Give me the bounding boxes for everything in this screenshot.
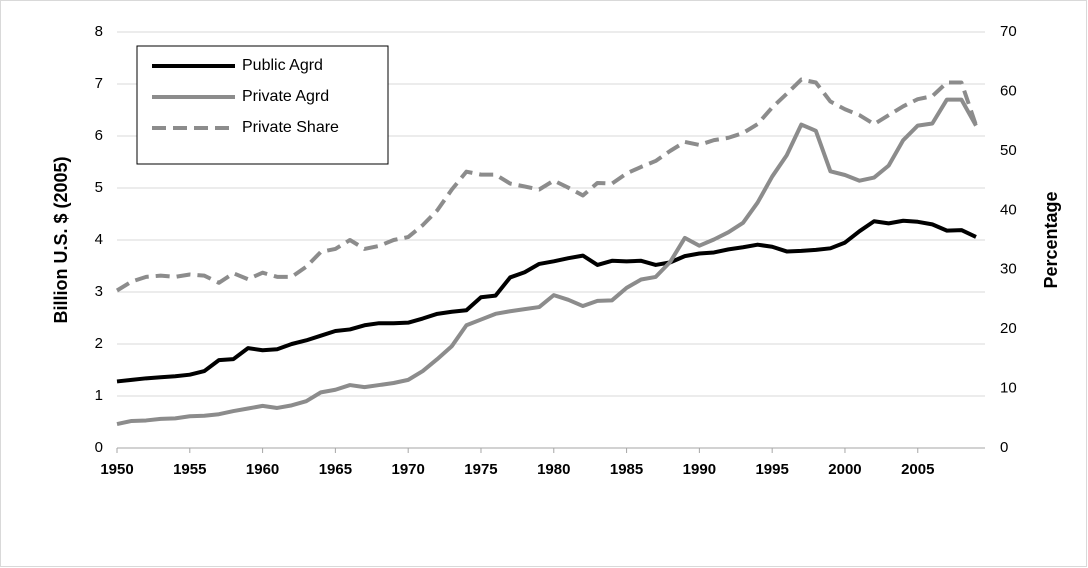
x-tick-label: 2005 [901, 461, 934, 478]
x-tick-label: 1980 [537, 461, 570, 478]
x-tick-label: 2000 [828, 461, 861, 478]
series-line [116, 218, 977, 384]
y-tick-label: 3 [95, 283, 103, 300]
series-line [115, 77, 978, 293]
x-tick-label: 1955 [173, 461, 206, 478]
y-tick-label: 6 [95, 127, 103, 144]
y-tick-label: 0 [95, 439, 103, 456]
x-tick-label: 1995 [755, 461, 788, 478]
y-tick-label: 2 [95, 335, 103, 352]
legend-label: Public Agrd [242, 57, 323, 74]
y2-tick-label: 20 [1000, 320, 1017, 337]
y2-tick-label: 60 [1000, 82, 1017, 99]
y2-tick-label: 50 [1000, 142, 1017, 159]
x-tick-label: 1950 [100, 461, 133, 478]
y-tick-label: 5 [95, 179, 103, 196]
y2-tick-label: 30 [1000, 261, 1017, 278]
y2-tick-label: 70 [1000, 23, 1017, 40]
series-line [116, 97, 978, 427]
y-tick-label: 8 [95, 23, 103, 40]
x-tick-label: 1985 [610, 461, 643, 478]
legend: Public Agrd Private Agrd Private Share [136, 45, 389, 165]
x-tick-label: 1965 [319, 461, 352, 478]
y2-tick-label: 0 [1000, 439, 1008, 456]
x-tick-label: 1990 [683, 461, 716, 478]
x-tick-label: 1970 [391, 461, 424, 478]
y-tick-label: 1 [95, 387, 103, 404]
y-tick-label: 7 [95, 75, 103, 92]
y-axis-title: Billion U.S. $ (2005) [51, 156, 71, 323]
y-tick-label: 4 [95, 231, 103, 248]
y2-axis-title: Percentage [1041, 191, 1061, 288]
legend-label: Private Agrd [242, 88, 329, 105]
x-tick-label: 1975 [464, 461, 497, 478]
x-tick-label: 1960 [246, 461, 279, 478]
y2-tick-label: 40 [1000, 201, 1017, 218]
y2-tick-label: 10 [1000, 380, 1017, 397]
legend-label: Private Share [242, 119, 339, 136]
